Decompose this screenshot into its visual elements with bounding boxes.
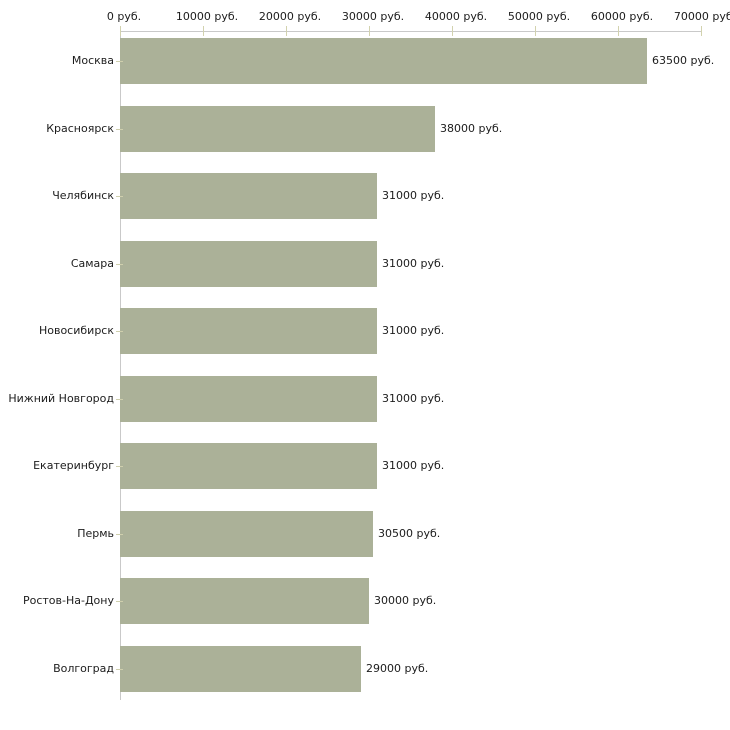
x-axis-tick (452, 26, 453, 36)
x-axis-line (120, 31, 702, 32)
y-axis-tick (116, 129, 123, 130)
x-axis-tick-label: 0 руб. (106, 10, 142, 23)
x-axis-tick-label: 30000 руб. (341, 10, 405, 23)
bar (120, 578, 369, 624)
category-label: Ростов-На-Дону (22, 594, 114, 607)
category-label: Челябинск (52, 189, 114, 202)
bar (120, 308, 377, 354)
value-label: 30000 руб. (374, 594, 437, 607)
y-axis-tick (116, 61, 123, 62)
category-label: Волгоград (53, 662, 114, 675)
x-axis-tick-label: 60000 руб. (590, 10, 654, 23)
x-axis-tick (286, 26, 287, 36)
y-axis-tick (116, 601, 123, 602)
y-axis-tick (116, 534, 123, 535)
x-axis-tick (203, 26, 204, 36)
bar (120, 38, 647, 84)
x-axis-tick-label: 20000 руб. (258, 10, 322, 23)
x-axis-tick (369, 26, 370, 36)
y-axis-tick (116, 669, 123, 670)
bar (120, 646, 361, 692)
x-axis-tick-label: 40000 руб. (424, 10, 488, 23)
value-label: 31000 руб. (382, 459, 445, 472)
y-axis-tick (116, 264, 123, 265)
value-label: 30500 руб. (378, 527, 441, 540)
value-label: 63500 руб. (652, 54, 715, 67)
x-axis-tick-label: 10000 руб. (175, 10, 239, 23)
bar (120, 241, 377, 287)
y-axis-tick (116, 331, 123, 332)
bar (120, 173, 377, 219)
x-axis-tick (120, 26, 121, 36)
category-label: Новосибирск (38, 324, 114, 337)
value-label: 29000 руб. (366, 662, 429, 675)
x-axis-tick (535, 26, 536, 36)
value-label: 31000 руб. (382, 392, 445, 405)
bar (120, 511, 373, 557)
category-label: Москва (71, 54, 114, 67)
value-label: 31000 руб. (382, 189, 445, 202)
x-axis-tick (701, 26, 702, 36)
category-label: Самара (70, 257, 114, 270)
category-label: Нижний Новгород (8, 392, 114, 405)
x-axis-tick-label: 50000 руб. (507, 10, 571, 23)
category-label: Екатеринбург (33, 459, 114, 472)
bar (120, 376, 377, 422)
y-axis-tick (116, 196, 123, 197)
x-axis-tick-label: 70000 руб. (673, 10, 730, 23)
value-label: 38000 руб. (440, 122, 503, 135)
y-axis-tick (116, 399, 123, 400)
value-label: 31000 руб. (382, 324, 445, 337)
category-label: Красноярск (46, 122, 114, 135)
bar (120, 106, 435, 152)
bar (120, 443, 377, 489)
y-axis-line (120, 31, 121, 700)
y-axis-tick (116, 466, 123, 467)
category-label: Пермь (77, 527, 114, 540)
x-axis-tick (618, 26, 619, 36)
value-label: 31000 руб. (382, 257, 445, 270)
